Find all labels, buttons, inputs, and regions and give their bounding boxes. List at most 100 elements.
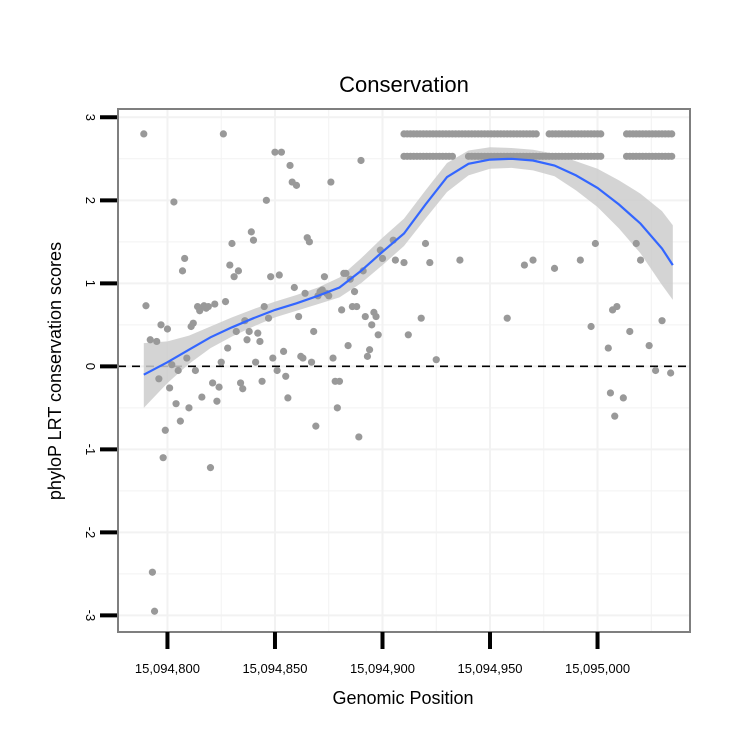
data-point — [305, 238, 313, 246]
data-point — [329, 354, 337, 362]
data-point — [163, 325, 172, 333]
data-point — [312, 422, 320, 430]
data-point — [273, 366, 281, 375]
data-point — [256, 337, 264, 346]
data-point — [191, 366, 200, 375]
data-point — [161, 426, 169, 434]
data-point — [350, 288, 359, 296]
data-point — [146, 336, 154, 344]
data-point — [181, 254, 189, 263]
smooth-line-group — [143, 157, 674, 376]
data-point — [282, 372, 290, 380]
data-point — [426, 258, 434, 267]
data-point — [267, 273, 275, 281]
data-point — [448, 152, 456, 160]
data-point — [213, 397, 221, 405]
data-point — [292, 181, 301, 189]
data-point — [204, 302, 212, 311]
data-point — [668, 130, 676, 138]
data-point — [262, 196, 270, 204]
x-tick-label: 15,094,850 — [242, 661, 307, 676]
data-point — [391, 256, 399, 264]
data-point — [155, 375, 163, 383]
data-points — [140, 130, 676, 615]
data-point — [374, 331, 382, 339]
y-tick-label: -3 — [83, 610, 98, 622]
data-point — [275, 271, 283, 279]
data-point — [176, 417, 184, 425]
y-tick-label: 3 — [83, 114, 98, 121]
plot-border — [117, 108, 691, 633]
data-point — [591, 239, 599, 248]
data-point — [239, 385, 247, 393]
x-tick-label: 15,095,000 — [565, 661, 630, 676]
data-point — [148, 568, 157, 576]
data-point — [252, 358, 260, 366]
data-point — [277, 148, 286, 156]
y-axis-title: phyloP LRT conservation scores — [45, 242, 65, 500]
data-point — [295, 312, 303, 321]
data-point — [529, 256, 537, 264]
data-point — [153, 337, 161, 346]
data-point — [651, 366, 660, 375]
data-point — [344, 341, 352, 350]
data-point — [333, 404, 341, 412]
data-point — [211, 300, 219, 308]
y-tick-label: 1 — [83, 280, 98, 287]
data-point — [150, 607, 159, 615]
data-point — [359, 267, 367, 275]
data-point — [355, 433, 363, 441]
data-point — [368, 321, 376, 329]
data-point — [189, 319, 197, 327]
x-tick-label: 15,094,950 — [457, 661, 522, 676]
data-point — [619, 394, 627, 402]
data-point — [215, 383, 223, 391]
data-point — [611, 412, 619, 420]
data-point — [264, 314, 273, 322]
data-point — [604, 344, 612, 352]
data-point — [636, 256, 645, 264]
data-point — [357, 156, 365, 165]
data-point — [254, 329, 262, 337]
data-point — [185, 404, 193, 412]
x-tick-label: 15,094,800 — [135, 661, 200, 676]
data-point — [247, 228, 255, 236]
data-point — [632, 239, 640, 248]
x-axis-title: Genomic Position — [332, 688, 473, 708]
data-point — [432, 356, 440, 364]
data-point — [178, 267, 187, 275]
data-point — [320, 273, 329, 281]
data-point — [168, 361, 176, 369]
data-point — [363, 352, 372, 360]
x-tick-label: 15,094,900 — [350, 661, 415, 676]
data-point — [260, 302, 268, 311]
data-point — [159, 454, 167, 462]
data-point — [219, 130, 227, 138]
data-point — [550, 264, 559, 272]
data-point — [503, 314, 511, 322]
data-point — [170, 198, 178, 206]
x-axis: 15,094,800 15,094,850 15,094,900 15,094,950… — [135, 632, 630, 676]
data-point — [361, 312, 369, 321]
data-point — [597, 152, 605, 160]
data-point — [353, 302, 361, 311]
data-point — [325, 292, 333, 300]
smooth-line — [143, 157, 674, 376]
data-point — [576, 256, 584, 264]
y-tick-label: -1 — [83, 444, 98, 456]
data-point — [626, 327, 634, 336]
data-point — [258, 377, 266, 385]
data-point — [335, 377, 344, 385]
data-point — [668, 152, 676, 160]
data-point — [338, 306, 346, 314]
data-point — [658, 317, 666, 325]
data-point — [284, 394, 292, 402]
data-point — [645, 341, 653, 350]
data-point — [172, 400, 180, 408]
data-point — [378, 254, 387, 263]
data-point — [400, 258, 408, 267]
data-point — [230, 273, 238, 281]
data-point — [234, 267, 243, 275]
data-point — [365, 346, 374, 354]
